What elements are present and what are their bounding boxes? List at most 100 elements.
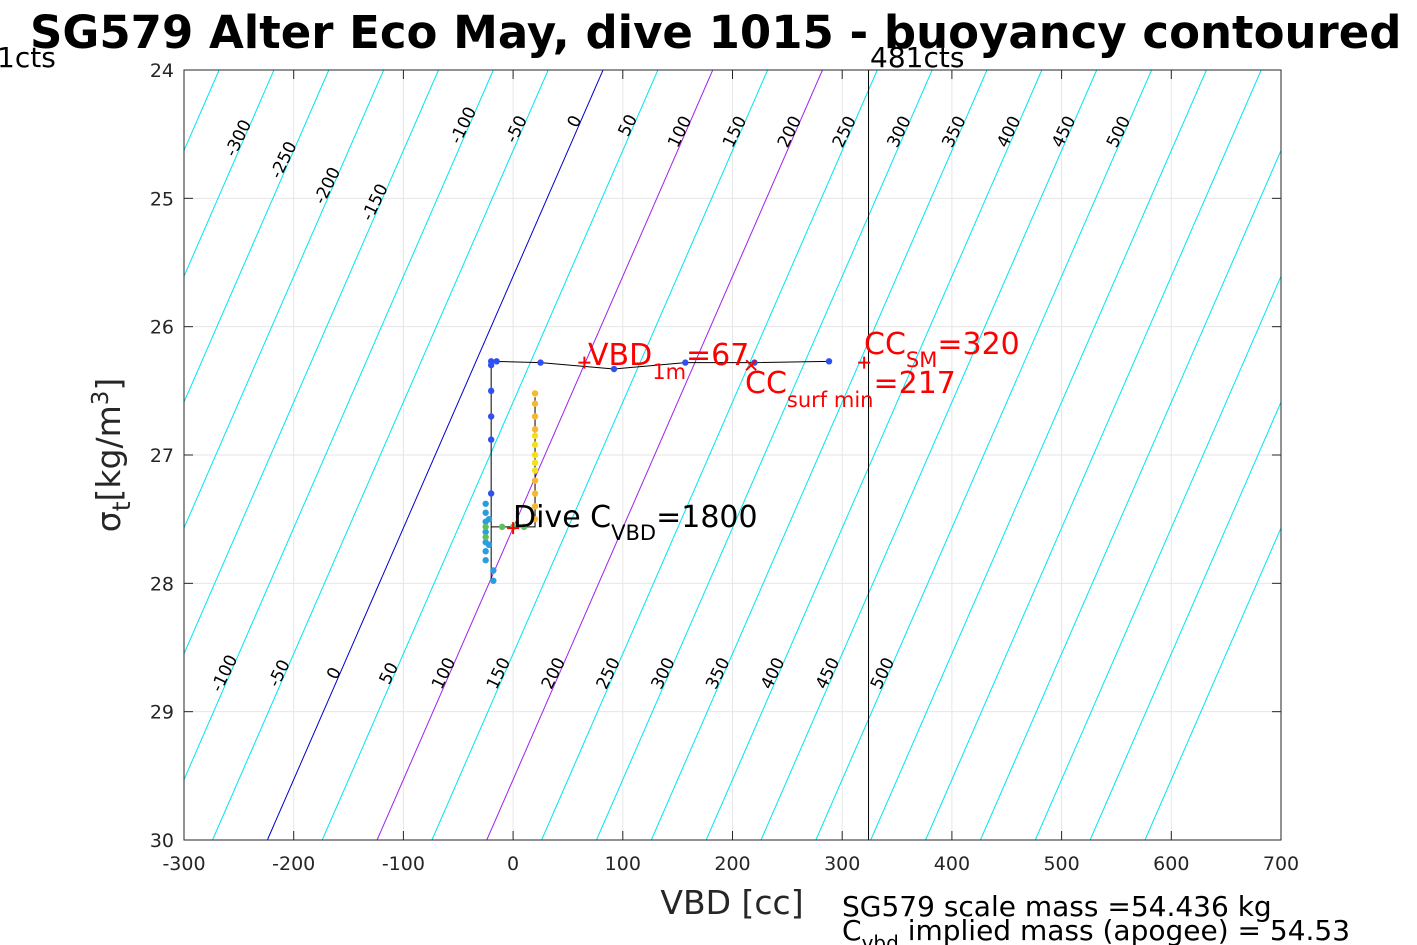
dive-point-cyan	[490, 567, 497, 574]
x-tick-label: 300	[824, 853, 860, 875]
contour-line	[266, 70, 604, 840]
dive-point-blue	[487, 490, 495, 497]
x-tick-label: 200	[714, 853, 750, 875]
y-tick-label: 30	[150, 830, 174, 852]
profile-bottom-line	[491, 397, 536, 528]
dive-point-blue	[487, 361, 495, 369]
y-axis-label-main: σ	[89, 511, 128, 532]
contour-line	[0, 70, 164, 840]
y-axis-ticks: 24 25 26 27 28 29 30	[150, 60, 1281, 852]
contour-line	[212, 70, 549, 840]
dive-points	[482, 358, 833, 584]
contour-line	[541, 70, 878, 840]
x-tick-label: 0	[507, 853, 519, 875]
x-axis-ticks: -300 -200 -100 0 100 200 300 400 500 600 700	[162, 70, 1299, 875]
dive-point-blue	[493, 358, 500, 365]
y-axis-label-unit: [kg/m	[89, 405, 128, 501]
y-axis-label-close: ]	[89, 378, 128, 391]
contour-line	[870, 70, 1207, 840]
contour-line	[925, 70, 1262, 840]
dive-point-cyan	[482, 509, 489, 516]
footer-implied-rest: implied mass (apogee) = 54.53	[899, 914, 1350, 945]
y-tick-label: 27	[150, 445, 174, 467]
marker-x	[745, 359, 757, 371]
dive-point-yellow	[531, 451, 539, 459]
dive-point-yellow	[531, 432, 539, 439]
contour-line	[760, 70, 1098, 840]
dive-point-blue	[487, 413, 495, 420]
contour-line	[815, 70, 1153, 840]
vbd1m-annotation: VBD1m=67	[588, 338, 749, 384]
profile-surface-line	[491, 360, 830, 370]
vbd1m-value: =67	[686, 338, 749, 373]
dive-point-yellow	[531, 441, 539, 448]
dive-cvbd-main: Dive C	[513, 500, 611, 535]
dive-cvbd-sub: VBD	[611, 521, 656, 545]
contour-line	[184, 70, 275, 278]
x-tick-label: -300	[162, 853, 205, 875]
dive-cvbd-value: =1800	[656, 500, 757, 535]
contour-line	[321, 70, 659, 840]
y-tick-label: 26	[150, 317, 174, 339]
contour-line	[650, 70, 988, 840]
dive-point-cyan	[482, 500, 489, 507]
x-axis-label: VBD [cc]	[660, 883, 803, 922]
dive-point-orange	[531, 515, 539, 523]
marker-plus	[507, 522, 520, 535]
dive-point-blue	[825, 358, 833, 365]
contour-line	[376, 70, 714, 840]
contour-line	[431, 70, 769, 840]
ccsm-value: =320	[937, 327, 1019, 362]
y-axis-label-sup: 3	[88, 391, 114, 406]
contour-line	[184, 70, 494, 781]
dive-point-cyan	[482, 548, 489, 555]
dive-point-green	[498, 523, 506, 531]
ccsurf-annotation: CCsurf min=217	[745, 366, 956, 412]
contour-line	[486, 70, 823, 840]
x-tick-label: -200	[272, 853, 315, 875]
dive-point-green	[482, 533, 489, 541]
y-tick-label: 28	[150, 573, 174, 595]
dive-point-orange	[531, 390, 539, 397]
x-tick-label: 400	[934, 853, 970, 875]
contour-line	[1144, 526, 1281, 840]
y-tick-label: 24	[150, 60, 174, 82]
ccsm-main: CC	[864, 327, 906, 362]
y-tick-label: 25	[150, 188, 174, 210]
footer-implied-main: C	[842, 914, 862, 945]
dive-point-cyan	[485, 541, 493, 549]
y-tick-label: 29	[150, 702, 174, 724]
contour-line	[596, 70, 933, 840]
dive-point-orange	[531, 503, 539, 510]
ccsm-sub: SM	[906, 348, 937, 372]
contour-line	[184, 70, 385, 530]
dive-point-yellow	[531, 467, 539, 474]
dive-point-orange	[531, 426, 539, 433]
dive-point-cyan	[485, 515, 493, 523]
top-left-count-label: 1cts	[0, 41, 56, 74]
ccsm-annotation: CCSM=320	[864, 327, 1020, 372]
chart-title: SG579 Alter Eco May, dive 1015 - buoyanc…	[30, 6, 1401, 59]
ccsurf-main: CC	[745, 366, 787, 401]
contour-line	[1034, 275, 1281, 840]
marker-plus	[858, 356, 871, 369]
x-tick-label: 500	[1043, 853, 1079, 875]
dive-point-blue	[610, 365, 618, 373]
markers	[507, 356, 871, 535]
x-tick-label: 100	[605, 853, 641, 875]
top-right-count-label: 481cts	[870, 41, 964, 74]
dive-point-orange	[531, 400, 539, 407]
footer-implied-sub: vbd	[862, 931, 899, 945]
dive-point-cyan	[490, 577, 497, 584]
dive-point-green	[482, 523, 489, 531]
vbd1m-sub: 1m	[652, 360, 686, 384]
dive-point-blue	[537, 359, 544, 366]
dive-point-blue	[682, 359, 689, 366]
x-tick-label: 600	[1153, 853, 1189, 875]
dive-point-yellow	[531, 459, 539, 466]
footer-implied-mass: Cvbd implied mass (apogee) = 54.53	[842, 914, 1350, 945]
dive-point-orange	[531, 490, 539, 497]
dive-cvbd-annotation: Dive CVBD=1800	[513, 500, 758, 545]
contour-line	[705, 70, 1043, 840]
